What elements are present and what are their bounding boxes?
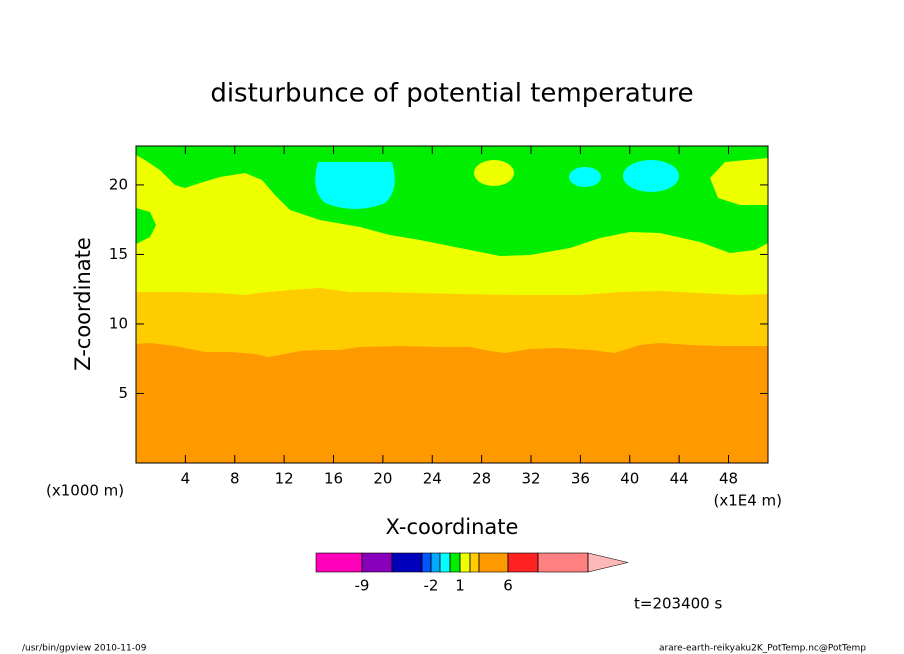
- colorbar-tick-label: 6: [503, 577, 513, 595]
- contour-region: [569, 167, 601, 187]
- colorbar-band: [421, 552, 432, 573]
- x-tick-label: 16: [324, 470, 343, 488]
- colorbar-tick-label: -9: [355, 577, 370, 595]
- x-tick-label: 36: [571, 470, 590, 488]
- x-tick-label: 32: [521, 470, 540, 488]
- colorbar-band: [391, 552, 423, 573]
- y-tick-label: 10: [109, 314, 128, 332]
- y-axis-label: Z-coordinate: [71, 237, 95, 371]
- x-tick-label: 40: [620, 470, 639, 488]
- contour-region: [136, 146, 768, 256]
- x-tick-label: 44: [670, 470, 689, 488]
- footer-left: /usr/bin/gpview 2010-11-09: [22, 644, 147, 654]
- x-tick-label: 28: [472, 470, 491, 488]
- colorbar-band: [459, 552, 471, 573]
- x-tick-label: 12: [275, 470, 294, 488]
- contour-region: [315, 162, 395, 209]
- contour-region: [474, 160, 514, 186]
- x-tick-label: 20: [373, 470, 392, 488]
- footer-right: arare-earth-reikyaku2K_PotTemp.nc@PotTem…: [659, 644, 866, 654]
- contour-region: [710, 158, 768, 205]
- y-tick-label: 20: [109, 175, 128, 193]
- x-tick-label: 24: [423, 470, 442, 488]
- x-unit-left: (x1000 m): [46, 482, 124, 500]
- colorbar-tick-label: 1: [455, 577, 465, 595]
- chart-title: disturbunce of potential temperature: [210, 79, 693, 109]
- contour-region: [136, 208, 156, 244]
- colorbar-band: [537, 552, 589, 573]
- x-tick-label: 8: [230, 470, 240, 488]
- colorbar-band: [315, 552, 363, 573]
- y-tick-label: 5: [118, 384, 128, 402]
- plot-frame: [135, 145, 769, 464]
- colorbar-band: [478, 552, 509, 573]
- colorbar-extension: [587, 552, 629, 573]
- contour-fills: [136, 146, 768, 463]
- y-tick-label: 15: [109, 245, 128, 263]
- colorbar-tick-label: -2: [424, 577, 439, 595]
- colorbar-band: [449, 552, 461, 573]
- annotation: t=203400 s: [634, 595, 722, 613]
- x-tick-label: 4: [181, 470, 191, 488]
- colorbar-band: [507, 552, 539, 573]
- x-unit-right: (x1E4 m): [713, 492, 782, 510]
- colorbar-band: [439, 552, 451, 573]
- x-tick-label: 48: [719, 470, 738, 488]
- colorbar-band: [430, 552, 441, 573]
- x-axis-label: X-coordinate: [386, 515, 519, 539]
- colorbar-band: [361, 552, 393, 573]
- contour-region: [623, 160, 679, 192]
- colorbar-band: [469, 552, 480, 573]
